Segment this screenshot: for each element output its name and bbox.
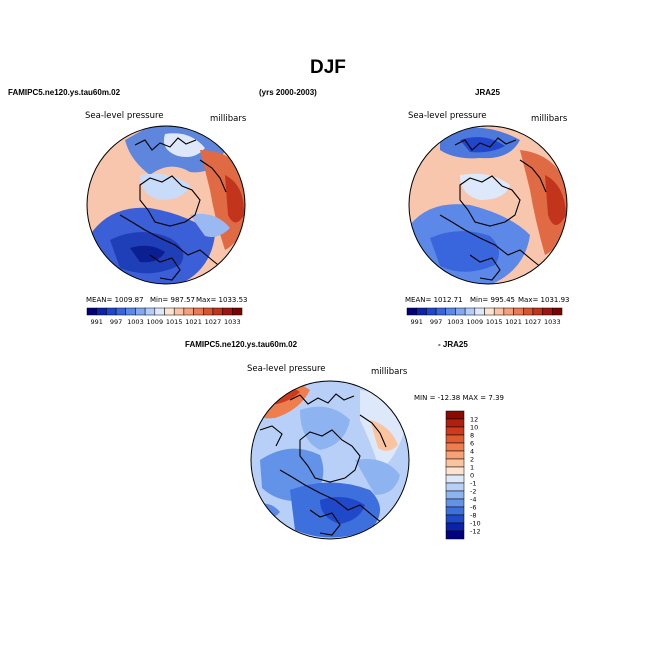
diff-colorbar-tick-label: 2 <box>470 456 474 464</box>
top-left-colorbar-tick-label: 1015 <box>166 318 183 326</box>
top-left-field-label: Sea-level pressure <box>85 111 164 121</box>
top-right-colorbar-tick-label: 1015 <box>486 318 503 326</box>
diff-colorbar-swatch <box>445 482 465 492</box>
top-left-mean: MEAN= 1009.87 <box>86 296 144 304</box>
diff-units-label: millibars <box>371 367 408 377</box>
top-left-case-title: FAMIPC5.ne120.ys.tau60m.02 <box>8 88 121 97</box>
diff-colorbar-swatch <box>445 498 465 508</box>
diff-colorbar-swatch <box>445 418 465 428</box>
diff-colorbar-tick-label: 6 <box>470 440 474 448</box>
top-right-colorbar-tick-label: 991 <box>410 318 422 326</box>
diff-colorbar-tick-label: -12 <box>470 528 481 536</box>
diff-colorbar-tick-label: 10 <box>470 424 478 432</box>
diff-colorbar-swatch <box>445 450 465 460</box>
top-right-colorbar-tick-label: 1027 <box>525 318 542 326</box>
diff-field-label: Sea-level pressure <box>247 364 326 374</box>
top-left-colorbar-tick-label: 1009 <box>147 318 164 326</box>
top-left-colorbar-tick-label: 1033 <box>224 318 241 326</box>
diff-colorbar-swatch <box>445 442 465 452</box>
top-right-min: Min= 995.45 <box>470 296 516 304</box>
top-right-mean: MEAN= 1012.71 <box>405 296 463 304</box>
top-right-colorbar-tick-label: 997 <box>430 318 442 326</box>
top-right-colorbar-tick-label: 1003 <box>447 318 464 326</box>
diff-colorbar-swatch <box>445 466 465 476</box>
years-label: (yrs 2000-2003) <box>259 88 317 97</box>
diff-colorbar-swatch <box>445 490 465 500</box>
top-left-colorbar-tick-label: 1027 <box>205 318 222 326</box>
top-right-colorbar: 991 997 1003 1009 1015 1021 1027 1033 <box>406 307 563 326</box>
diff-colorbar-swatch <box>445 458 465 468</box>
diff-colorbar-swatch <box>445 506 465 516</box>
top-right-colorbar-tick-label: 1021 <box>505 318 522 326</box>
diff-colorbar-tick-label: 1 <box>470 464 474 472</box>
diff-colorbar-swatch <box>445 522 465 532</box>
top-right-case-title: JRA25 <box>475 88 500 97</box>
diff-minus-label: - JRA25 <box>438 340 468 349</box>
diff-colorbar-tick-label: -1 <box>470 480 476 488</box>
top-left-colorbar-tick-label: 997 <box>110 318 122 326</box>
diff-colorbar-tick-label: 12 <box>470 416 478 424</box>
top-right-colorbar-tick-label: 1009 <box>467 318 484 326</box>
diff-colorbar-tick-label: 8 <box>470 432 474 440</box>
top-left-colorbar-tick-label: 1003 <box>127 318 144 326</box>
top-right-colorbar-swatch <box>552 307 563 316</box>
diff-colorbar-tick-label: -2 <box>470 488 476 496</box>
top-left-units-label: millibars <box>210 114 247 124</box>
diff-colorbar-tick-label: -10 <box>470 520 481 528</box>
diff-colorbar-tick-label: 4 <box>470 448 474 456</box>
top-right-colorbar-tick-label: 1033 <box>544 318 561 326</box>
top-left-colorbar: 991 997 1003 1009 1015 1021 1027 1033 <box>86 307 243 326</box>
diff-case-title: FAMIPC5.ne120.ys.tau60m.02 <box>185 340 298 349</box>
top-left-colorbar-swatch <box>232 307 243 316</box>
diff-colorbar-tick-label: -4 <box>470 496 476 504</box>
diff-colorbar-swatch <box>445 530 465 540</box>
top-left-max: Max= 1033.53 <box>196 296 248 304</box>
diff-colorbar-swatch <box>445 410 465 420</box>
diff-colorbar-swatch <box>445 514 465 524</box>
page-title: DJF <box>310 57 346 78</box>
diff-minmax: MIN = -12.38 MAX = 7.39 <box>414 394 504 402</box>
top-right-field-label: Sea-level pressure <box>408 111 487 121</box>
diff-colorbar-tick-label: -8 <box>470 512 476 520</box>
top-left-colorbar-tick-label: 991 <box>90 318 102 326</box>
top-left-colorbar-tick-label: 1021 <box>185 318 202 326</box>
diff-colorbar-swatch <box>445 474 465 484</box>
top-right-max: Max= 1031.93 <box>518 296 570 304</box>
diff-colorbar-tick-label: 0 <box>470 472 474 480</box>
diff-colorbar-swatch <box>445 426 465 436</box>
top-right-units-label: millibars <box>531 114 568 124</box>
diff-colorbar-swatch <box>445 434 465 444</box>
top-left-min: Min= 987.57 <box>150 296 196 304</box>
diff-colorbar-tick-label: -6 <box>470 504 476 512</box>
